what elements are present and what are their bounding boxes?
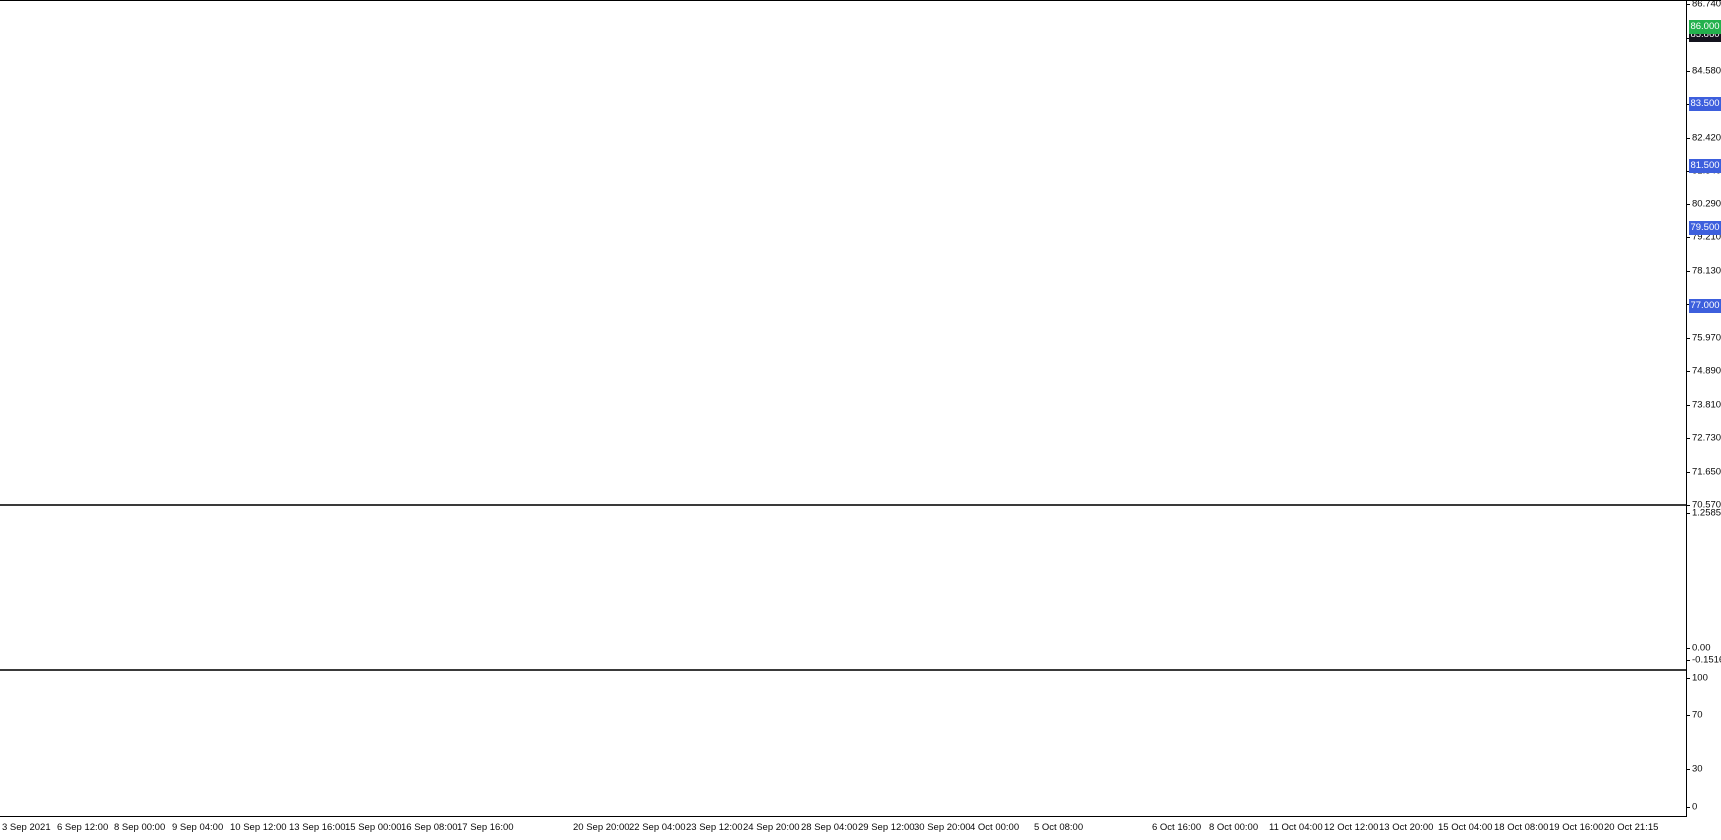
price-tick-label: 70.570	[1692, 499, 1721, 511]
time-label: 22 Sep 04:00	[629, 822, 686, 833]
price-tick-label: 74.890	[1692, 365, 1721, 377]
time-label: 15 Oct 04:00	[1438, 822, 1493, 833]
rsi-tick	[1687, 769, 1690, 770]
price-tick-label: 80.290	[1692, 198, 1721, 210]
price-tick	[1687, 270, 1690, 272]
price-badge-81.500: 81.500	[1689, 159, 1721, 174]
time-label: 13 Sep 16:00	[289, 822, 346, 833]
price-tick	[1687, 171, 1690, 173]
price-tick	[1687, 438, 1690, 440]
time-label: 20 Oct 21:15	[1604, 822, 1659, 833]
price-tick	[1687, 37, 1690, 39]
time-label: 10 Sep 12:00	[230, 822, 287, 833]
price-axis[interactable]: 86.74085.66084.58083.50082.42081.34080.2…	[1686, 1, 1721, 817]
rsi-axis-label: 0	[1692, 801, 1698, 813]
price-tick	[1687, 304, 1690, 306]
macd-axis-label: 1.2585	[1692, 507, 1721, 519]
price-tick-label: 84.580	[1692, 65, 1721, 77]
rsi-axis-label: 30	[1692, 763, 1703, 775]
macd-tick	[1687, 648, 1690, 649]
time-label: 11 Oct 04:00	[1269, 822, 1323, 833]
time-label: 24 Sep 20:00	[743, 822, 800, 833]
price-tick-label: 82.420	[1692, 132, 1721, 144]
time-label: 6 Oct 16:00	[1152, 822, 1202, 833]
price-tick-label: 72.730	[1692, 432, 1721, 444]
macd-axis-label: 0.00	[1692, 642, 1711, 654]
time-label: 28 Sep 04:00	[801, 822, 858, 833]
price-tick	[1687, 203, 1690, 205]
price-tick-label: 71.650	[1692, 466, 1721, 478]
price-tick	[1687, 371, 1690, 373]
price-tick	[1687, 4, 1690, 6]
time-label: 16 Sep 08:00	[401, 822, 458, 833]
time-label: 18 Oct 08:00	[1494, 822, 1549, 833]
price-tick-label: 78.130	[1692, 265, 1721, 277]
time-label: 15 Sep 00:00	[345, 822, 402, 833]
macd-axis-label: -0.1516	[1692, 654, 1721, 666]
price-tick	[1687, 471, 1690, 473]
time-axis-border	[0, 816, 1721, 817]
time-label: 8 Sep 00:00	[114, 822, 166, 833]
time-label: 12 Oct 12:00	[1324, 822, 1379, 833]
time-label: 23 Sep 12:00	[686, 822, 743, 833]
price-tick	[1687, 404, 1690, 406]
price-badge-77.000: 77.000	[1689, 298, 1721, 313]
time-label: 17 Sep 16:00	[457, 822, 514, 833]
time-label: 29 Sep 12:00	[858, 822, 915, 833]
time-label: 8 Oct 00:00	[1209, 822, 1259, 833]
price-badge-79.500: 79.500	[1689, 221, 1721, 236]
price-tick	[1687, 237, 1690, 239]
time-label: 30 Sep 20:00	[914, 822, 971, 833]
price-tick	[1687, 137, 1690, 139]
price-tick-label: 75.970	[1692, 332, 1721, 344]
rsi-tick	[1687, 678, 1690, 679]
price-tick-label: 73.810	[1692, 399, 1721, 411]
rsi-axis-label: 70	[1692, 709, 1703, 721]
time-label: 19 Oct 16:00	[1549, 822, 1604, 833]
time-label: 20 Sep 20:00	[573, 822, 630, 833]
time-axis[interactable]: 3 Sep 2021 6 Sep 12:00 8 Sep 00:00 9 Sep 04…	[0, 817, 1721, 840]
price-tick	[1687, 505, 1690, 507]
price-tick	[1687, 337, 1690, 339]
time-label: 13 Oct 20:00	[1379, 822, 1434, 833]
panel-separator[interactable]	[0, 669, 1721, 671]
time-label: 6 Sep 12:00	[57, 822, 109, 833]
time-label: 5 Oct 08:00	[1034, 822, 1084, 833]
price-tick-label: 86.740	[1692, 0, 1721, 10]
rsi-tick	[1687, 715, 1690, 716]
price-badge-83.500: 83.500	[1689, 97, 1721, 112]
price-tick-label: 79.210	[1692, 231, 1721, 243]
rsi-tick	[1687, 807, 1690, 808]
price-badge-86.000: 86.000	[1689, 19, 1721, 34]
macd-tick	[1687, 660, 1690, 661]
macd-tick	[1687, 513, 1690, 514]
time-label: 4 Oct 00:00	[970, 822, 1020, 833]
time-label: 9 Sep 04:00	[172, 822, 224, 833]
price-tick	[1687, 71, 1690, 72]
panel-separator[interactable]	[0, 504, 1721, 506]
rsi-axis-label: 100	[1692, 672, 1708, 684]
price-tick	[1687, 104, 1690, 106]
time-label: 3 Sep 2021	[2, 822, 51, 833]
